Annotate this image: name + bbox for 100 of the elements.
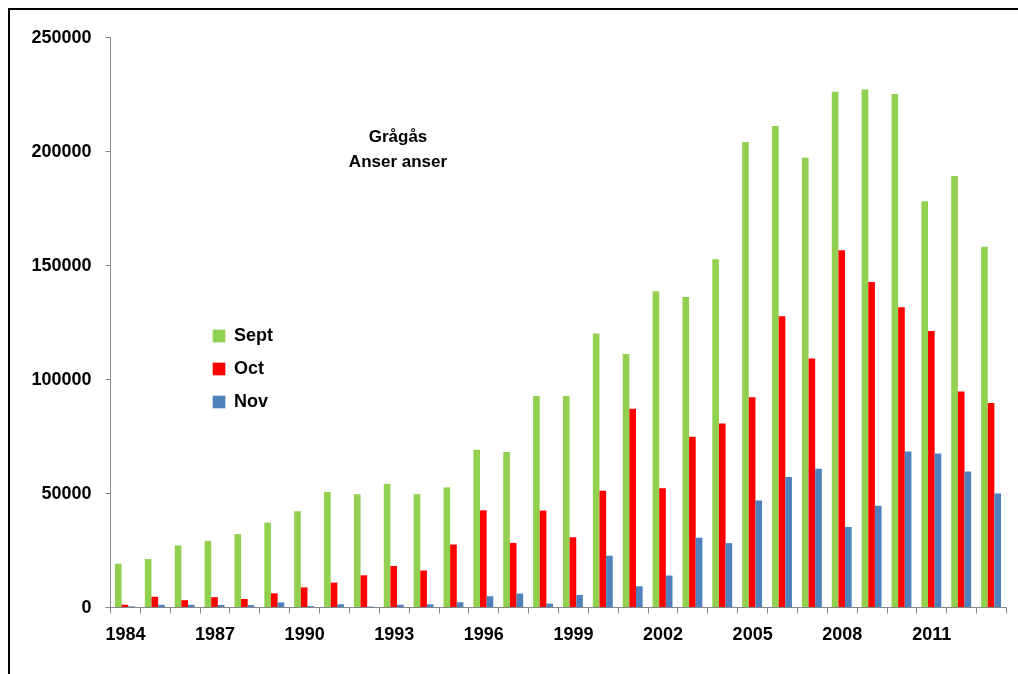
bar [456,602,464,607]
bar [576,594,583,607]
x-tick-label: 2005 [732,623,773,644]
bar [443,487,451,607]
y-tick-label: 100000 [31,368,92,389]
x-tick-label: 1990 [284,623,325,644]
bar [539,510,547,607]
bar [277,602,285,607]
bar [503,451,510,607]
bar [294,511,301,607]
bar [635,586,643,607]
text: Grågås [368,127,428,146]
bar [755,500,763,607]
legend-label: Nov [234,391,269,411]
bar [778,316,786,607]
bar [928,331,935,607]
bar [934,453,942,607]
bar [801,157,809,607]
bar [562,396,570,607]
bar [353,494,361,607]
legend-label: Oct [234,358,265,378]
bar [981,246,988,607]
x-tick-label: 1993 [374,623,415,644]
bar [211,597,218,607]
bar [473,449,481,607]
bar [659,488,666,607]
bar [695,537,703,607]
bar [241,599,248,607]
bar [951,176,958,607]
bar [413,494,421,607]
bar [360,575,368,607]
bar [815,468,822,607]
bar [718,423,726,607]
bar [868,282,875,607]
x-tick-label: 1999 [553,623,594,644]
bar [725,543,733,607]
bar [592,333,600,607]
bar [957,391,965,607]
bar [994,493,1002,607]
bar [420,570,427,607]
bar [480,510,487,607]
bar [546,603,554,607]
bar [629,408,636,607]
bar [689,436,696,607]
y-tick-label: 250000 [31,26,92,47]
y-tick-label: 200000 [31,140,92,161]
bar [337,604,344,607]
x-tick-label: 1984 [105,623,146,644]
bar [712,259,719,607]
y-tick-label: 0 [81,596,92,617]
y-tick-label: 50000 [41,482,92,503]
bar [898,307,905,607]
bar [874,505,882,607]
text: Anser anser [348,152,448,171]
bar [831,91,839,607]
bar [964,471,972,607]
x-tick-label: 1996 [463,623,504,644]
bar [324,491,331,607]
bar [987,402,995,607]
bar [772,125,779,607]
bar [569,537,577,607]
bar [158,604,165,607]
y-tick-label: 150000 [31,254,92,275]
x-tick-label: 1987 [195,623,236,644]
bar [450,544,457,607]
bar [682,296,690,607]
bar [748,397,756,607]
bar [904,451,912,607]
bar [234,534,242,607]
bar [151,596,159,607]
bar [181,600,188,607]
bar [264,522,271,607]
bar [486,596,494,607]
bar [204,540,212,607]
bar [397,604,404,607]
bar [114,563,122,607]
bar [891,94,899,607]
bar [606,555,613,607]
bar [144,559,152,607]
bar [426,604,434,607]
bar [861,89,869,607]
x-tick-label: 2002 [643,623,684,644]
bar [533,396,540,607]
bar [187,604,195,607]
x-tick-label: 2008 [822,623,863,644]
bar [921,201,929,607]
bar [300,587,308,607]
bar [808,358,816,607]
bar [270,593,278,607]
bar [785,477,792,607]
bar [742,141,749,607]
bar [390,565,398,607]
x-tick-label: 2011 [912,623,952,644]
bar [599,490,607,607]
bar [838,250,846,607]
bar [845,526,852,607]
bar [622,353,630,607]
legend-label: Sept [234,325,274,345]
bar [652,291,660,607]
bar [509,542,517,607]
